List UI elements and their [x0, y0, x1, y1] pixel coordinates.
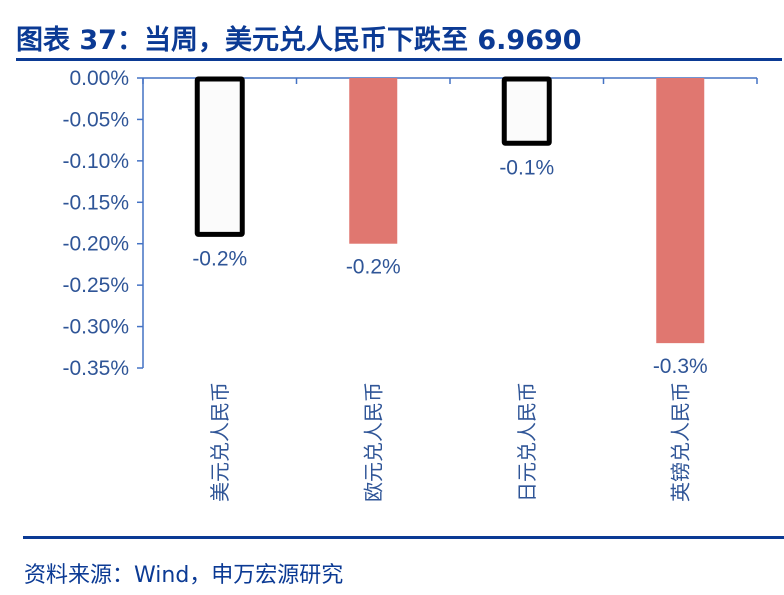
category-label: 英镑兑人民币 [668, 382, 692, 502]
category-label: 日元兑人民币 [515, 382, 539, 502]
y-axis-ticks: 0.00% -0.05% -0.10% -0.15% -0.20% -0.25% -0.30… [62, 67, 143, 380]
footer-divider [23, 536, 784, 539]
x-axis-ticks [142, 78, 758, 84]
bars [194, 76, 705, 344]
bar [656, 78, 705, 344]
y-tick-label: -0.05% [62, 108, 129, 131]
y-tick-label: -0.35% [62, 357, 129, 380]
data-labels: -0.2% -0.2% -0.1% -0.3% [192, 156, 707, 378]
category-labels: 美元兑人民币 欧元兑人民币 日元兑人民币 英镑兑人民币 [208, 382, 693, 502]
y-tick-label: -0.30% [62, 316, 129, 339]
category-label: 美元兑人民币 [208, 382, 232, 502]
y-tick-label: -0.20% [62, 233, 129, 256]
data-label: -0.1% [499, 156, 554, 179]
bar-chart: 0.00% -0.05% -0.10% -0.15% -0.20% -0.25% -0.30… [62, 67, 758, 502]
data-label: -0.2% [346, 256, 401, 279]
source-note: 资料来源：Wind，申万宏源研究 [24, 563, 344, 588]
bar [501, 76, 552, 146]
y-tick-label: -0.10% [62, 150, 129, 173]
chart-title: 图表 37：当周，美元兑人民币下跌至 6.9690 [16, 25, 582, 56]
title-divider [16, 58, 782, 61]
y-tick-label: -0.25% [62, 274, 129, 297]
bar [194, 76, 245, 237]
data-label: -0.2% [192, 247, 247, 270]
category-label: 欧元兑人民币 [361, 382, 385, 502]
y-tick-label: 0.00% [69, 67, 129, 90]
bar [349, 78, 398, 244]
y-tick-label: -0.15% [62, 191, 129, 214]
data-label: -0.3% [653, 355, 708, 378]
